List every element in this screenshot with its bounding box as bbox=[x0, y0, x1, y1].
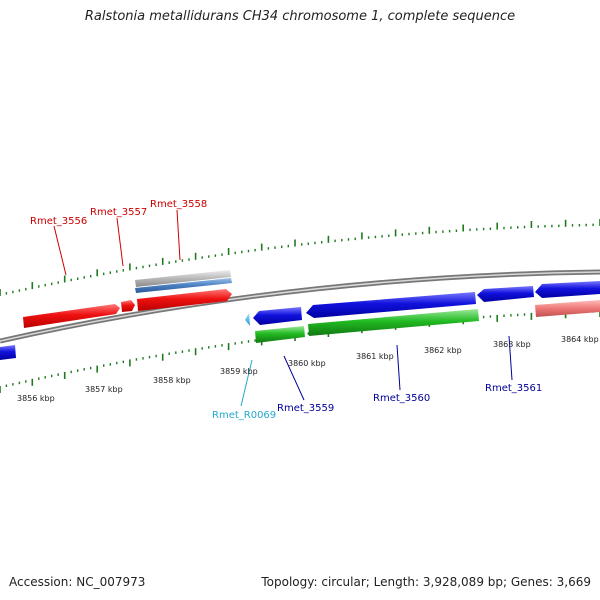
leader-line-rmet-3556 bbox=[53, 225, 67, 276]
chromosome-backbone-highlight bbox=[0, 271, 600, 342]
scale-tick-label: 3857 kbp bbox=[85, 385, 123, 394]
scale-tick-label: 3861 kbp bbox=[356, 352, 394, 361]
scale-tick-label: 3862 kbp bbox=[424, 346, 462, 355]
gene-label-rmet-3556[interactable]: Rmet_3556 bbox=[30, 216, 87, 227]
rmet-3558-blue-feature[interactable] bbox=[135, 278, 232, 293]
upper-dotted-track bbox=[0, 219, 600, 296]
leader-line-rmet-3558 bbox=[176, 209, 181, 261]
gene-label-rmet-3561[interactable]: Rmet_3561 bbox=[485, 383, 542, 394]
gene-rmet-3560-green[interactable] bbox=[308, 309, 479, 336]
scale-tick-label: 3858 kbp bbox=[153, 376, 191, 385]
leader-line-rmet-3559 bbox=[283, 355, 305, 401]
right-edge-blue-gene[interactable] bbox=[535, 281, 600, 298]
right-edge-pink-feature[interactable] bbox=[535, 300, 600, 317]
leader-line-rmet-r0069 bbox=[240, 359, 253, 407]
gene-label-rmet-3558[interactable]: Rmet_3558 bbox=[150, 199, 207, 210]
gene-rmet-3559-arrow[interactable] bbox=[253, 307, 302, 325]
gene-label-rmet-3557[interactable]: Rmet_3557 bbox=[90, 207, 147, 218]
scale-tick-label: 3860 kbp bbox=[288, 359, 326, 368]
leader-line-rmet-3557 bbox=[116, 217, 124, 267]
gene-label-rmet-r0069[interactable]: Rmet_R0069 bbox=[212, 410, 276, 421]
topology-summary: Topology: circular; Length: 3,928,089 bp… bbox=[261, 575, 591, 589]
scale-tick-label: 3864 kbp bbox=[561, 335, 599, 344]
gene-rmet-3559-green[interactable] bbox=[255, 326, 305, 343]
map-title: Ralstonia metallidurans CH34 chromosome … bbox=[84, 9, 516, 24]
left-edge-blue-gene[interactable] bbox=[0, 345, 16, 360]
leader-line-rmet-3561 bbox=[508, 335, 513, 381]
gene-label-rmet-3560[interactable]: Rmet_3560 bbox=[373, 393, 430, 404]
leader-line-rmet-3560 bbox=[396, 344, 401, 391]
gene-rmet-3557-arrow[interactable] bbox=[121, 300, 135, 312]
trna-rmet-r0069-marker[interactable] bbox=[245, 313, 250, 326]
accession-text: Accession: NC_007973 bbox=[9, 575, 146, 589]
gene-rmet-3558-arrow[interactable] bbox=[137, 289, 232, 311]
gene-rmet-3556-arrow[interactable] bbox=[23, 304, 120, 328]
gene-label-rmet-3559[interactable]: Rmet_3559 bbox=[277, 403, 334, 414]
scale-tick-label: 3859 kbp bbox=[220, 367, 258, 376]
gene-rmet-3560-arrow[interactable] bbox=[306, 292, 476, 318]
scale-tick-label: 3863 kbp bbox=[493, 340, 531, 349]
scale-tick-label: 3856 kbp bbox=[17, 394, 55, 403]
rmet-3558-grey-feature[interactable] bbox=[135, 270, 231, 287]
gene-rmet-3561-arrow[interactable] bbox=[477, 286, 534, 302]
